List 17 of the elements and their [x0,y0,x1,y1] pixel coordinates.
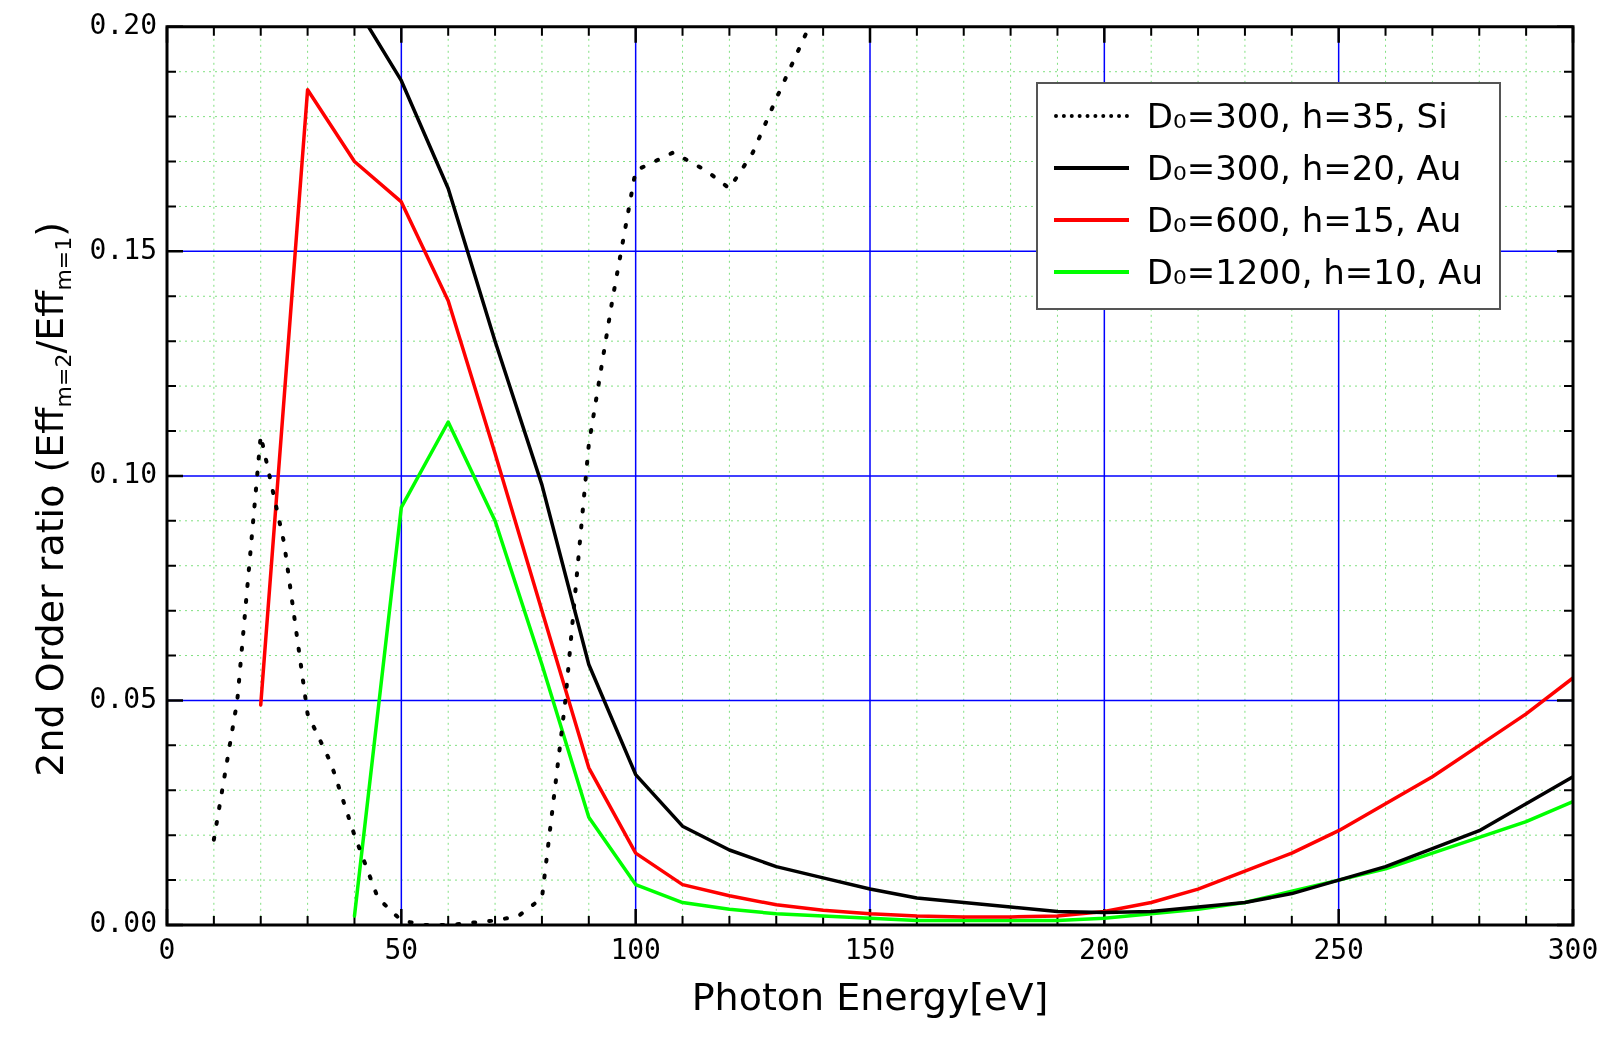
x-axis-title: Photon Energy[eV] [690,975,1050,1019]
x-tick-label: 0 [158,933,176,967]
x-tick-label: 100 [610,933,661,967]
y-tick-label: 0.10 [89,457,157,491]
y-tick-label: 0.05 [89,681,157,715]
x-tick-label: 300 [1547,933,1599,967]
x-tick-label: 250 [1313,933,1364,967]
y-tick-label: 0.00 [89,906,157,940]
legend-label: D₀=300, h=35, Si [1146,95,1448,136]
legend-label: D₀=1200, h=10, Au [1146,251,1483,292]
x-tick-label: 150 [844,933,896,967]
x-tick-label: 200 [1079,933,1130,967]
legend-label: D₀=600, h=15, Au [1146,199,1462,240]
y-tick-label: 0.15 [89,232,157,266]
x-tick-label: 50 [384,933,419,967]
y-tick-label: 0.20 [89,8,157,42]
legend-label: D₀=300, h=20, Au [1146,147,1462,188]
